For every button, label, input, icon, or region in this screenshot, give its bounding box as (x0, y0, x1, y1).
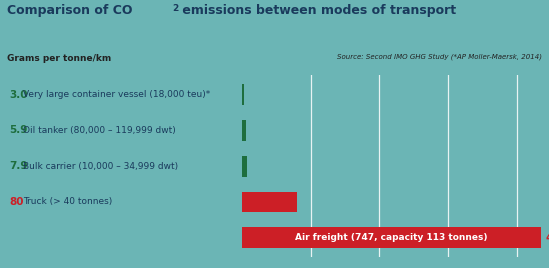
Text: 7.9: 7.9 (9, 161, 28, 171)
Text: Source: Second IMO GHG Study (*AP Moller-Maersk, 2014): Source: Second IMO GHG Study (*AP Moller… (337, 54, 542, 60)
Text: Bulk carrier (10,000 – 34,999 dwt): Bulk carrier (10,000 – 34,999 dwt) (23, 162, 178, 171)
Bar (242, 227, 541, 248)
Text: Grams per tonne/km: Grams per tonne/km (7, 54, 111, 63)
Bar (242, 192, 297, 212)
Text: Comparison of CO: Comparison of CO (7, 4, 133, 17)
Bar (242, 84, 244, 105)
Bar (242, 156, 248, 177)
Text: 5.9: 5.9 (9, 125, 28, 135)
Text: Very large container vessel (18,000 teu)*: Very large container vessel (18,000 teu)… (23, 90, 210, 99)
Text: emissions between modes of transport: emissions between modes of transport (178, 4, 457, 17)
Text: 435: 435 (545, 233, 549, 243)
Text: Truck (> 40 tonnes): Truck (> 40 tonnes) (23, 198, 112, 206)
Text: 2: 2 (172, 4, 178, 13)
Text: 3.0: 3.0 (9, 90, 28, 100)
Text: Oil tanker (80,000 – 119,999 dwt): Oil tanker (80,000 – 119,999 dwt) (23, 126, 176, 135)
Bar (242, 120, 246, 141)
Text: Air freight (747, capacity 113 tonnes): Air freight (747, capacity 113 tonnes) (295, 233, 488, 242)
Text: 80: 80 (9, 197, 24, 207)
